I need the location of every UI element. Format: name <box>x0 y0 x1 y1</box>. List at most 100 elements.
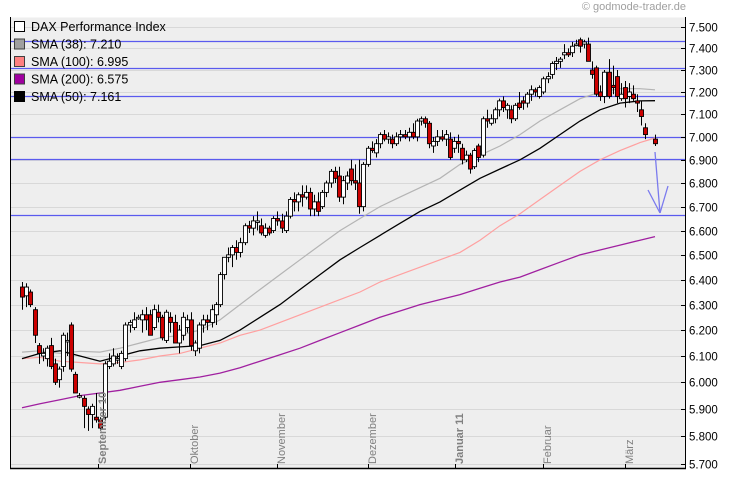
candle <box>28 289 33 308</box>
candle <box>324 180 329 198</box>
candle <box>493 107 498 124</box>
candle <box>77 392 82 399</box>
candle <box>476 143 481 163</box>
y-tick-label: 6.100 <box>689 352 718 364</box>
y-tick-label: 6.000 <box>689 378 718 390</box>
sma200-line <box>21 235 656 409</box>
y-tick-label: 6.700 <box>689 203 718 215</box>
candle <box>33 307 38 344</box>
legend-item: SMA (38): 7.210 <box>14 38 121 52</box>
candle <box>415 118 420 142</box>
copyright-text: © godmode-trader.de <box>581 1 686 13</box>
candle <box>423 116 428 128</box>
candle <box>435 130 440 146</box>
x-axis: September 10 Oktober November Dezember Janua… <box>97 392 636 469</box>
horizontal-support-lines <box>11 40 685 217</box>
y-tick-label: 7.000 <box>689 133 718 145</box>
candle <box>320 190 325 209</box>
candle <box>69 322 74 372</box>
legend-swatch-icon <box>14 56 25 67</box>
candle <box>37 343 42 364</box>
x-tick-label: Februar <box>542 425 554 464</box>
legend-item: SMA (200): 6.575 <box>14 73 128 87</box>
y-tick-label: 7.300 <box>689 66 718 78</box>
candle <box>152 304 157 331</box>
candle <box>90 403 95 429</box>
candle <box>554 57 559 71</box>
candle <box>481 116 486 158</box>
candle <box>366 145 371 167</box>
candle <box>288 197 293 219</box>
candle <box>82 395 87 429</box>
candle <box>505 103 510 119</box>
candle <box>238 237 243 258</box>
legend-item: SMA (100): 6.995 <box>14 55 128 69</box>
legend-swatch-icon <box>14 21 25 32</box>
candle <box>631 85 636 101</box>
candle <box>615 70 620 104</box>
candle <box>607 59 612 99</box>
candle <box>635 94 640 113</box>
candle <box>489 114 494 126</box>
candle <box>472 148 477 170</box>
candle <box>643 123 648 140</box>
candles <box>20 37 658 431</box>
candle <box>94 392 99 423</box>
y-tick-label: 6.300 <box>689 301 718 313</box>
candle <box>558 57 563 68</box>
candle <box>275 211 280 226</box>
candle <box>243 223 248 246</box>
y-tick-label: 6.900 <box>689 156 718 168</box>
legend-item: SMA (50): 7.161 <box>14 90 121 104</box>
y-tick-label: 7.200 <box>689 88 718 100</box>
candle <box>73 371 78 394</box>
legend-label: SMA (38): 7.210 <box>31 38 121 52</box>
legend-label: SMA (200): 6.575 <box>31 73 128 87</box>
candle <box>49 337 54 370</box>
candle <box>197 322 202 354</box>
candle <box>639 100 644 126</box>
candle <box>333 166 338 184</box>
y-tick-label: 7.100 <box>689 110 718 122</box>
candle <box>61 332 66 372</box>
candle <box>251 216 256 236</box>
candle <box>132 312 137 331</box>
candle <box>119 350 124 370</box>
candle <box>308 187 313 217</box>
y-tick-label: 5.700 <box>689 460 718 472</box>
candle <box>582 39 587 49</box>
y-tick-label: 5.800 <box>689 432 718 444</box>
legend-swatch-icon <box>14 38 25 50</box>
candle <box>353 164 358 191</box>
y-tick-label: 6.200 <box>689 326 718 338</box>
candle <box>501 96 506 113</box>
candle <box>349 159 354 186</box>
y-tick-label: 5.900 <box>689 405 718 417</box>
legend-swatch-icon <box>14 91 25 102</box>
candle <box>284 211 289 233</box>
candle <box>374 139 379 158</box>
legend-swatch-icon <box>14 73 25 85</box>
x-tick-label: März <box>624 440 636 464</box>
candle <box>452 136 457 153</box>
candle <box>214 302 219 325</box>
y-tick-label: 6.800 <box>689 179 718 191</box>
y-tick-label: 6.500 <box>689 251 718 263</box>
candle <box>218 272 223 308</box>
candle <box>513 103 518 122</box>
candle <box>431 136 436 153</box>
candle <box>456 134 461 153</box>
legend: DAX Performance Index SMA (38): 7.210 SMA … <box>14 20 167 104</box>
candle <box>222 256 227 280</box>
candle <box>550 61 555 79</box>
y-axis: 7.500 7.400 7.300 7.200 7.100 7.000 6.900 6.800… <box>681 23 718 472</box>
candle <box>156 304 161 323</box>
candle <box>341 176 346 205</box>
y-tick-label: 7.500 <box>689 23 718 35</box>
y-tick-label: 6.400 <box>689 276 718 288</box>
legend-label: SMA (50): 7.161 <box>31 90 121 104</box>
candle <box>525 92 530 108</box>
candle <box>602 70 607 104</box>
candle <box>205 314 210 331</box>
